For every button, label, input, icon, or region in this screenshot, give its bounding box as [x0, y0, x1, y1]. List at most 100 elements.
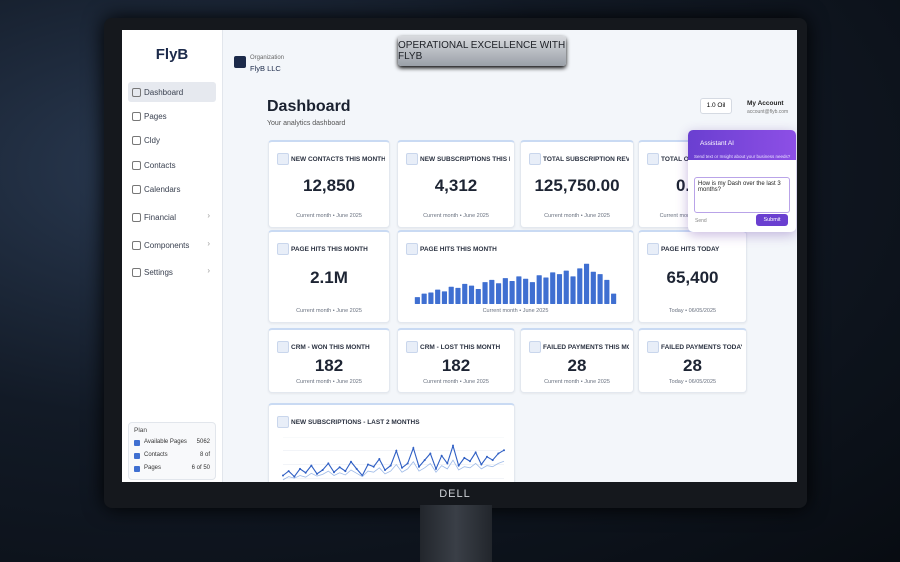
card-icon	[647, 243, 659, 255]
nav-icon	[132, 185, 141, 194]
nav-item[interactable]: Components ›	[128, 235, 216, 255]
brand-logo: DELL	[439, 488, 471, 500]
assistant-hint: Send text or Insight about your business…	[694, 154, 791, 159]
nav-icon	[132, 268, 141, 277]
bar	[536, 275, 542, 304]
point	[282, 474, 284, 477]
bar	[455, 287, 461, 304]
nav-item[interactable]: Settings ›	[128, 262, 216, 282]
point	[389, 464, 392, 467]
point	[333, 471, 335, 474]
card-note: Current month • June 2025	[423, 213, 489, 219]
bar	[550, 272, 556, 304]
point	[367, 463, 369, 466]
point	[344, 470, 347, 473]
chart-title: NEW SUBSCRIPTIONS - LAST 2 MONTHS	[291, 419, 420, 426]
point	[418, 465, 420, 468]
stat-card: FAILED PAYMENTS TODAY 28 Today • 06/05/202…	[638, 328, 747, 393]
card-value: 182	[441, 356, 471, 375]
point	[372, 465, 375, 468]
point	[321, 469, 324, 471]
nav-item[interactable]: Financial ›	[128, 207, 216, 227]
selector[interactable]: 1.0 Oil	[700, 98, 732, 114]
bar	[563, 270, 569, 304]
card-value: 4,312	[434, 176, 478, 195]
nav-icon	[132, 136, 141, 145]
point	[452, 444, 454, 447]
account-name[interactable]: My Account	[747, 100, 784, 107]
card-icon	[529, 153, 541, 165]
card-title: PAGE HITS THIS MONTH	[291, 246, 368, 253]
point	[491, 459, 494, 462]
stat-card: NEW CONTACTS THIS MONTH 12,850 Current mon…	[268, 140, 390, 228]
card-note: Current month • June 2025	[296, 213, 362, 219]
point	[429, 452, 432, 455]
assistant-input[interactable]: How is my Dash over the last 3 months?	[694, 177, 790, 213]
bar	[414, 297, 420, 304]
point	[412, 447, 415, 449]
card-title: CRM - WON THIS MONTH	[291, 344, 370, 351]
point	[474, 451, 477, 454]
page-subtitle: Your analytics dashboard	[267, 120, 346, 127]
bar	[590, 271, 596, 304]
nav-item[interactable]: Dashboard	[128, 82, 216, 102]
point	[435, 467, 437, 470]
account-email: account@flyb.com	[747, 109, 789, 115]
point	[355, 467, 358, 470]
usage-title: Plan	[134, 427, 148, 434]
point	[310, 464, 313, 467]
card-title: FAILED PAYMENTS TODAY	[661, 344, 742, 351]
point	[486, 455, 488, 458]
bar	[523, 278, 529, 304]
point	[497, 452, 500, 455]
nav-icon	[132, 241, 141, 250]
bar	[509, 281, 515, 304]
point	[480, 463, 483, 466]
assistant-header	[688, 130, 796, 160]
card-title: CRM - LOST THIS MONTH	[420, 344, 501, 351]
bar	[577, 268, 583, 304]
stat-card: TOTAL SUBSCRIPTION REVENUE 125,750.00 Curr…	[520, 140, 634, 228]
point	[463, 456, 466, 459]
usage-box: Plan Available Pages 5062 Contacts 8 of Page…	[128, 422, 216, 480]
bar	[543, 277, 549, 304]
card-title: FAILED PAYMENTS THIS MONTH	[543, 344, 629, 351]
bar	[529, 282, 535, 304]
card-note: Current month • June 2025	[296, 379, 362, 385]
nav-item[interactable]: Contacts	[128, 155, 216, 175]
card-icon	[406, 341, 418, 353]
usage-label: Contacts	[144, 452, 168, 458]
point	[423, 459, 426, 462]
nav-item[interactable]: Cldy	[128, 130, 216, 150]
bar	[475, 289, 481, 304]
bar	[604, 279, 610, 304]
point	[338, 466, 341, 469]
card-value: 125,750.00	[534, 176, 620, 195]
card-value: 12,850	[303, 176, 355, 195]
bar	[496, 283, 502, 304]
nav-item[interactable]: Calendars	[128, 179, 216, 199]
org-name: FlyB LLC	[250, 64, 281, 73]
chart-card: NEW SUBSCRIPTIONS - LAST 2 MONTHS	[268, 403, 515, 482]
nav-icon	[132, 161, 141, 170]
monitor-stand	[420, 505, 492, 562]
bar	[597, 274, 603, 304]
bar	[489, 279, 495, 304]
series-line	[282, 443, 505, 478]
point	[384, 469, 386, 471]
card-icon	[647, 341, 659, 353]
card-title: TOTAL ONE	[661, 156, 698, 163]
point	[401, 466, 403, 469]
org-label: Organization	[250, 55, 285, 61]
card-icon	[277, 341, 289, 353]
nav-item[interactable]: Pages	[128, 106, 216, 126]
assistant-button[interactable]: Submit	[756, 214, 788, 226]
bar	[556, 274, 563, 304]
card-icon	[647, 153, 659, 165]
bar	[468, 285, 475, 304]
page-title: Dashboard	[267, 98, 351, 115]
point	[469, 460, 471, 463]
usage-value: 5062	[196, 439, 210, 445]
stat-card: FAILED PAYMENTS THIS MONTH 28 Current mont…	[520, 328, 634, 393]
point	[446, 462, 449, 465]
